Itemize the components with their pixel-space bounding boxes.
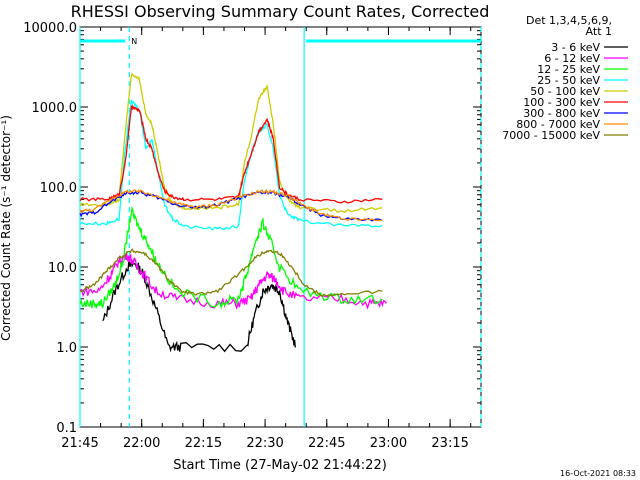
y-tick-label: 10000.0 bbox=[23, 21, 77, 36]
plot-area bbox=[79, 26, 482, 428]
legend-label: 25 - 50 keV bbox=[537, 74, 600, 87]
y-axis-label: Corrected Count Rate (s⁻¹ detector⁻¹) bbox=[0, 115, 13, 341]
series-lines bbox=[79, 72, 387, 353]
footer-timestamp: 16-Oct-2021 08:33 bbox=[560, 469, 636, 478]
legend-label: 6 - 12 keV bbox=[544, 52, 600, 65]
y-tick-label: 10.0 bbox=[48, 261, 77, 276]
plot-frame bbox=[79, 26, 482, 428]
x-axis-label: Start Time (27-May-02 21:44:22) bbox=[173, 458, 387, 473]
y-tick-label: 1.0 bbox=[56, 341, 77, 356]
x-tick-label: 22:45 bbox=[308, 436, 345, 451]
x-tick-label: 23:15 bbox=[431, 436, 468, 451]
series-line bbox=[102, 258, 297, 353]
legend-label: 3 - 6 keV bbox=[551, 41, 600, 54]
legend-label: 50 - 100 keV bbox=[530, 85, 600, 98]
x-tick-label: 22:15 bbox=[185, 436, 222, 451]
x-tick-label: 21:45 bbox=[61, 436, 98, 451]
y-tick-label: 1000.0 bbox=[32, 101, 78, 116]
y-tick-label: 100.0 bbox=[40, 181, 77, 196]
legend-header: Att 1 bbox=[586, 25, 612, 38]
series-line bbox=[79, 251, 387, 310]
legend-label: 7000 - 15000 keV bbox=[502, 129, 600, 142]
orbit-markers: N bbox=[79, 27, 482, 427]
x-tick-label: 23:00 bbox=[370, 436, 407, 451]
series-line bbox=[79, 205, 383, 310]
chart-title: RHESSI Observing Summary Count Rates, Co… bbox=[71, 2, 490, 21]
axes: 0.1 1.0 10.0 100.0 1000.0 10000.0 21:45 22:00 22… bbox=[23, 21, 481, 451]
series-line bbox=[79, 248, 383, 297]
y-tick-label: 0.1 bbox=[56, 421, 77, 436]
series-line bbox=[79, 188, 383, 222]
legend-label: 800 - 7000 keV bbox=[516, 118, 600, 131]
series-line bbox=[79, 103, 383, 204]
legend-label: 300 - 800 keV bbox=[523, 107, 600, 120]
x-tick-label: 22:30 bbox=[246, 436, 283, 451]
legend-header: Det 1,3,4,5,6,9, bbox=[526, 14, 612, 27]
series-line bbox=[79, 99, 383, 231]
legend-label: 100 - 300 keV bbox=[523, 96, 600, 109]
legend-label: 12 - 25 keV bbox=[537, 63, 600, 76]
night-bar-label: N bbox=[131, 37, 137, 46]
x-tick-label: 22:00 bbox=[123, 436, 160, 451]
